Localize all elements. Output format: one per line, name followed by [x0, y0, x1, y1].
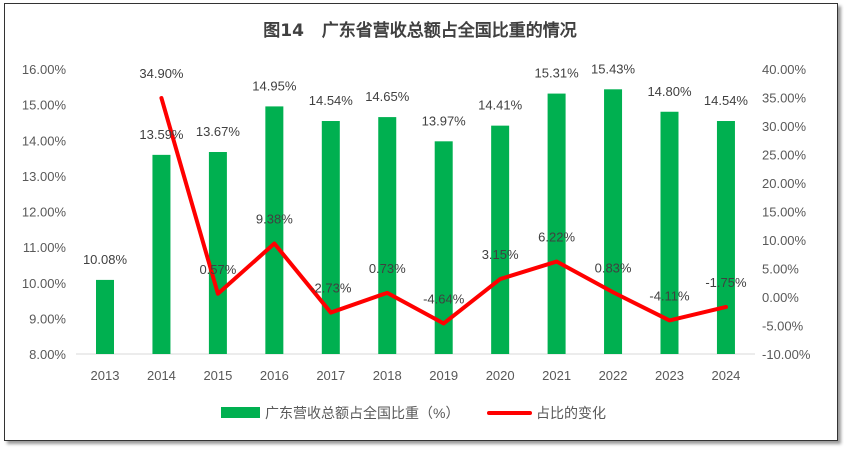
bar	[716, 121, 735, 354]
line-data-label: 0.73%	[369, 261, 406, 276]
bar	[604, 89, 623, 355]
bar	[265, 106, 284, 354]
left-tick-label: 10.00%	[22, 276, 67, 291]
line-data-label: 34.90%	[139, 66, 184, 81]
bar	[378, 117, 397, 354]
line-data-label: 9.38%	[256, 212, 293, 227]
line-data-label: 0.57%	[199, 262, 236, 277]
left-tick-label: 14.00%	[22, 133, 67, 148]
bar-data-label: 14.41%	[478, 98, 523, 113]
line-data-label: 0.83%	[595, 260, 632, 275]
right-tick-label: 15.00%	[762, 205, 807, 220]
right-tick-label: 0.00%	[762, 290, 799, 305]
x-tick-label: 2018	[373, 368, 402, 383]
x-tick-label: 2020	[486, 368, 515, 383]
left-tick-label: 16.00%	[22, 62, 67, 77]
bar-data-label: 13.97%	[422, 113, 467, 128]
left-tick-label: 9.00%	[29, 311, 66, 326]
line-data-label: 6.22%	[538, 230, 575, 245]
legend-bar-swatch	[221, 407, 260, 418]
bar-data-label: 13.67%	[196, 124, 241, 139]
right-tick-label: 20.00%	[762, 176, 807, 191]
bar	[660, 111, 679, 354]
legend-line-label: 占比的变化	[536, 405, 606, 421]
x-tick-label: 2024	[711, 368, 740, 383]
left-tick-label: 11.00%	[23, 240, 67, 255]
bar	[547, 93, 566, 355]
right-tick-label: 5.00%	[762, 262, 799, 277]
line-data-label: 3.15%	[482, 247, 519, 262]
x-tick-label: 2021	[542, 368, 571, 383]
bar	[96, 279, 114, 354]
right-tick-label: 30.00%	[762, 119, 807, 134]
legend-bar-label: 广东营收总额占全国比重（%）	[265, 405, 459, 421]
x-tick-label: 2019	[429, 368, 458, 383]
right-tick-label: -5.00%	[762, 319, 804, 334]
bar	[491, 125, 510, 354]
bar	[321, 121, 340, 354]
right-tick-label: 40.00%	[762, 62, 807, 77]
x-tick-label: 2023	[655, 368, 684, 383]
right-tick-label: -10.00%	[762, 347, 811, 362]
bar	[152, 154, 171, 354]
bar-data-label: 14.95%	[252, 78, 297, 93]
bar-data-label: 14.65%	[365, 89, 410, 104]
x-tick-label: 2016	[260, 368, 289, 383]
line-data-label: -1.75%	[705, 275, 747, 290]
bar-data-label: 15.31%	[535, 66, 580, 81]
bar	[208, 152, 227, 354]
left-tick-label: 13.00%	[22, 169, 67, 184]
line-data-label: -4.11%	[649, 288, 690, 303]
right-tick-label: 35.00%	[762, 91, 807, 106]
right-tick-label: 10.00%	[762, 233, 807, 248]
left-tick-label: 15.00%	[22, 98, 67, 113]
bar	[434, 141, 453, 354]
bar-data-label: 14.54%	[309, 93, 354, 108]
left-tick-label: 8.00%	[29, 347, 66, 362]
chart-frame	[4, 3, 838, 441]
bar-data-label: 13.59%	[139, 127, 184, 142]
bar-data-label: 14.80%	[647, 84, 692, 99]
x-tick-label: 2014	[147, 368, 176, 383]
x-tick-label: 2015	[203, 368, 232, 383]
line-data-label: -2.73%	[310, 281, 352, 296]
x-tick-label: 2017	[316, 368, 345, 383]
left-tick-label: 12.00%	[22, 205, 67, 220]
bar-data-label: 15.43%	[591, 61, 636, 76]
line-data-label: -4.64%	[423, 291, 465, 306]
x-tick-label: 2022	[599, 368, 628, 383]
legend: 广东营收总额占全国比重（%） 占比的变化	[221, 405, 606, 421]
bar-data-label: 14.54%	[704, 93, 749, 108]
chart-title: 图14 广东省营收总额占全国比重的情况	[263, 20, 576, 41]
x-tick-label: 2013	[91, 368, 120, 383]
right-tick-label: 25.00%	[762, 148, 807, 163]
bar-data-label: 10.08%	[83, 252, 128, 267]
